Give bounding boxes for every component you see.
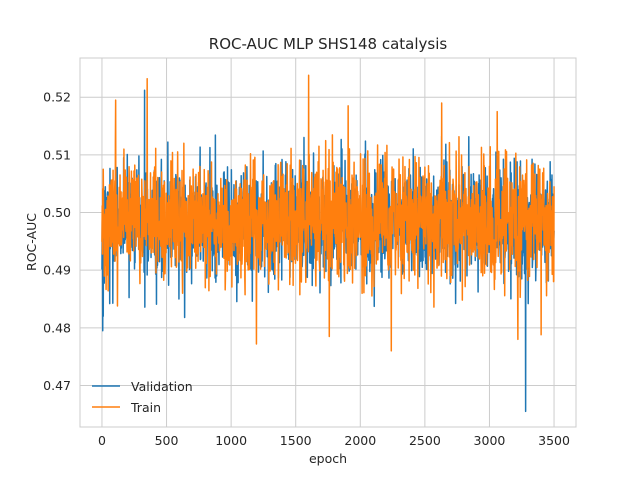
x-tick-label: 3500 (538, 433, 570, 448)
y-tick-label: 0.50 (43, 205, 71, 220)
series-group (101, 74, 555, 413)
y-tick-label: 0.52 (43, 90, 71, 105)
y-tick-label: 0.47 (43, 378, 71, 393)
x-tick-labels: 0 500 1000 1500 2000 2500 3000 3500 (98, 433, 570, 448)
y-tick-label: 0.48 (43, 320, 71, 335)
plot-frame (79, 57, 577, 428)
legend: Validation Train (92, 379, 193, 415)
x-tick-label: 1500 (280, 433, 312, 448)
x-tick-label: 1000 (215, 433, 247, 448)
y-tick-labels: 0.47 0.48 0.49 0.50 0.51 0.52 (43, 90, 71, 393)
series-line-train (101, 74, 555, 352)
legend-label-train: Train (130, 400, 161, 415)
y-tick-label: 0.49 (43, 263, 71, 278)
x-axis-label: epoch (309, 451, 347, 466)
y-axis-label: ROC-AUC (24, 213, 39, 271)
x-tick-label: 500 (155, 433, 179, 448)
chart-title: ROC-AUC MLP SHS148 catalysis (209, 35, 448, 53)
legend-label-validation: Validation (131, 379, 193, 394)
x-tick-label: 3000 (474, 433, 506, 448)
x-tick-label: 2000 (344, 433, 376, 448)
x-tick-label: 2500 (409, 433, 441, 448)
x-tick-label: 0 (98, 433, 106, 448)
y-tick-label: 0.51 (43, 147, 71, 162)
